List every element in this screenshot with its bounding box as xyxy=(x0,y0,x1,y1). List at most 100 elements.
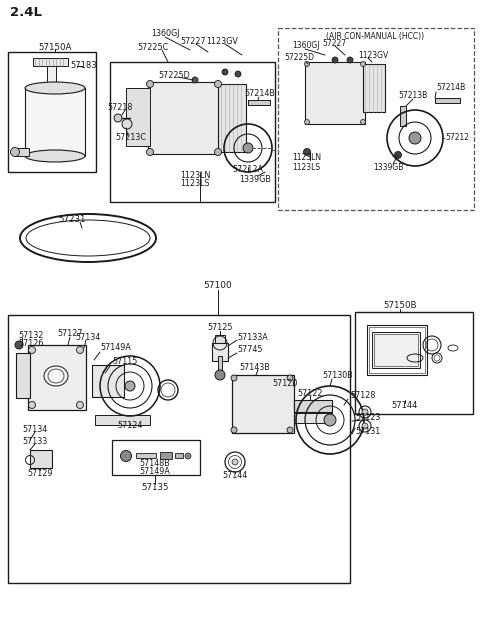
Text: 57100: 57100 xyxy=(204,280,232,289)
Circle shape xyxy=(332,57,338,63)
Text: 1123LS: 1123LS xyxy=(292,163,320,172)
Bar xyxy=(47,66,56,84)
Bar xyxy=(305,62,365,124)
Bar xyxy=(95,415,150,425)
Bar xyxy=(215,335,225,343)
Circle shape xyxy=(215,370,225,380)
Circle shape xyxy=(146,149,154,156)
Bar xyxy=(175,453,183,458)
Bar xyxy=(25,88,85,156)
Bar xyxy=(294,400,332,412)
Text: 57123: 57123 xyxy=(355,413,380,422)
Text: 57225D: 57225D xyxy=(284,54,314,63)
Circle shape xyxy=(222,69,228,75)
Bar xyxy=(369,327,425,373)
Bar xyxy=(372,332,420,368)
Bar xyxy=(294,413,332,423)
Circle shape xyxy=(232,459,238,465)
Ellipse shape xyxy=(25,82,85,94)
Text: 1123LN: 1123LN xyxy=(292,153,321,163)
Text: 1339GB: 1339GB xyxy=(373,163,403,173)
Circle shape xyxy=(76,401,84,408)
Bar xyxy=(435,98,460,103)
Bar xyxy=(148,82,220,154)
Text: 57129: 57129 xyxy=(27,468,53,477)
Text: 1123LN: 1123LN xyxy=(180,170,210,180)
Circle shape xyxy=(231,375,237,381)
Bar xyxy=(160,452,172,459)
Text: 57213B: 57213B xyxy=(398,92,427,101)
Bar xyxy=(110,62,275,202)
Bar xyxy=(15,148,29,156)
Bar xyxy=(92,365,124,397)
Text: 57133: 57133 xyxy=(22,437,47,446)
Text: 57135: 57135 xyxy=(141,482,169,491)
Bar xyxy=(16,353,30,398)
Text: 57133A: 57133A xyxy=(237,332,268,341)
Bar xyxy=(8,315,350,583)
Circle shape xyxy=(303,149,311,156)
Bar xyxy=(367,325,427,375)
Text: 57148B: 57148B xyxy=(140,458,170,468)
Text: 57212: 57212 xyxy=(445,134,469,142)
Text: 57149A: 57149A xyxy=(100,344,131,353)
Circle shape xyxy=(146,80,154,87)
Circle shape xyxy=(324,414,336,426)
Bar xyxy=(28,345,86,410)
Circle shape xyxy=(76,346,84,353)
Bar xyxy=(30,450,52,468)
Bar xyxy=(112,440,200,475)
Text: 57134: 57134 xyxy=(75,332,101,341)
Circle shape xyxy=(15,341,23,349)
Circle shape xyxy=(362,409,368,415)
Text: 57115: 57115 xyxy=(112,358,137,367)
Circle shape xyxy=(304,61,310,66)
Circle shape xyxy=(11,147,20,156)
Text: 1123GV: 1123GV xyxy=(358,51,388,60)
Bar xyxy=(218,356,222,376)
Bar xyxy=(126,88,150,146)
Text: 57127: 57127 xyxy=(57,330,83,339)
Text: 57227: 57227 xyxy=(322,39,346,47)
Circle shape xyxy=(347,57,353,63)
Circle shape xyxy=(215,80,221,87)
Text: 2.4L: 2.4L xyxy=(10,6,42,18)
Bar xyxy=(232,375,294,433)
Text: 57132: 57132 xyxy=(18,330,43,339)
Bar xyxy=(400,106,406,126)
Ellipse shape xyxy=(25,150,85,162)
Circle shape xyxy=(235,71,241,77)
Text: 57126: 57126 xyxy=(18,339,43,349)
Circle shape xyxy=(395,151,401,158)
Text: 57149A: 57149A xyxy=(140,467,170,475)
Circle shape xyxy=(360,120,365,125)
Circle shape xyxy=(360,61,365,66)
Text: 57214B: 57214B xyxy=(245,89,276,99)
Text: 57128: 57128 xyxy=(350,391,375,401)
Text: 57144: 57144 xyxy=(222,472,248,480)
Bar xyxy=(8,52,96,172)
Circle shape xyxy=(122,119,132,129)
Bar xyxy=(136,453,156,458)
Circle shape xyxy=(28,401,36,408)
Text: 57134: 57134 xyxy=(22,425,47,434)
Circle shape xyxy=(287,427,293,433)
Text: 57225D: 57225D xyxy=(158,72,190,80)
Text: 57143B: 57143B xyxy=(240,363,270,372)
Bar xyxy=(355,312,473,414)
Circle shape xyxy=(304,120,310,125)
Text: 1339GB: 1339GB xyxy=(239,175,271,184)
Text: 57745: 57745 xyxy=(237,346,263,354)
Bar xyxy=(33,58,68,66)
Circle shape xyxy=(243,143,253,153)
Text: 57212A: 57212A xyxy=(232,165,264,175)
Text: 57218: 57218 xyxy=(108,103,132,111)
Circle shape xyxy=(185,453,191,459)
Ellipse shape xyxy=(44,366,68,386)
Circle shape xyxy=(28,346,36,353)
Circle shape xyxy=(409,132,421,144)
Circle shape xyxy=(362,423,368,429)
Text: 1360GJ: 1360GJ xyxy=(292,42,320,51)
Bar xyxy=(248,100,270,105)
Text: 57120: 57120 xyxy=(272,379,298,387)
